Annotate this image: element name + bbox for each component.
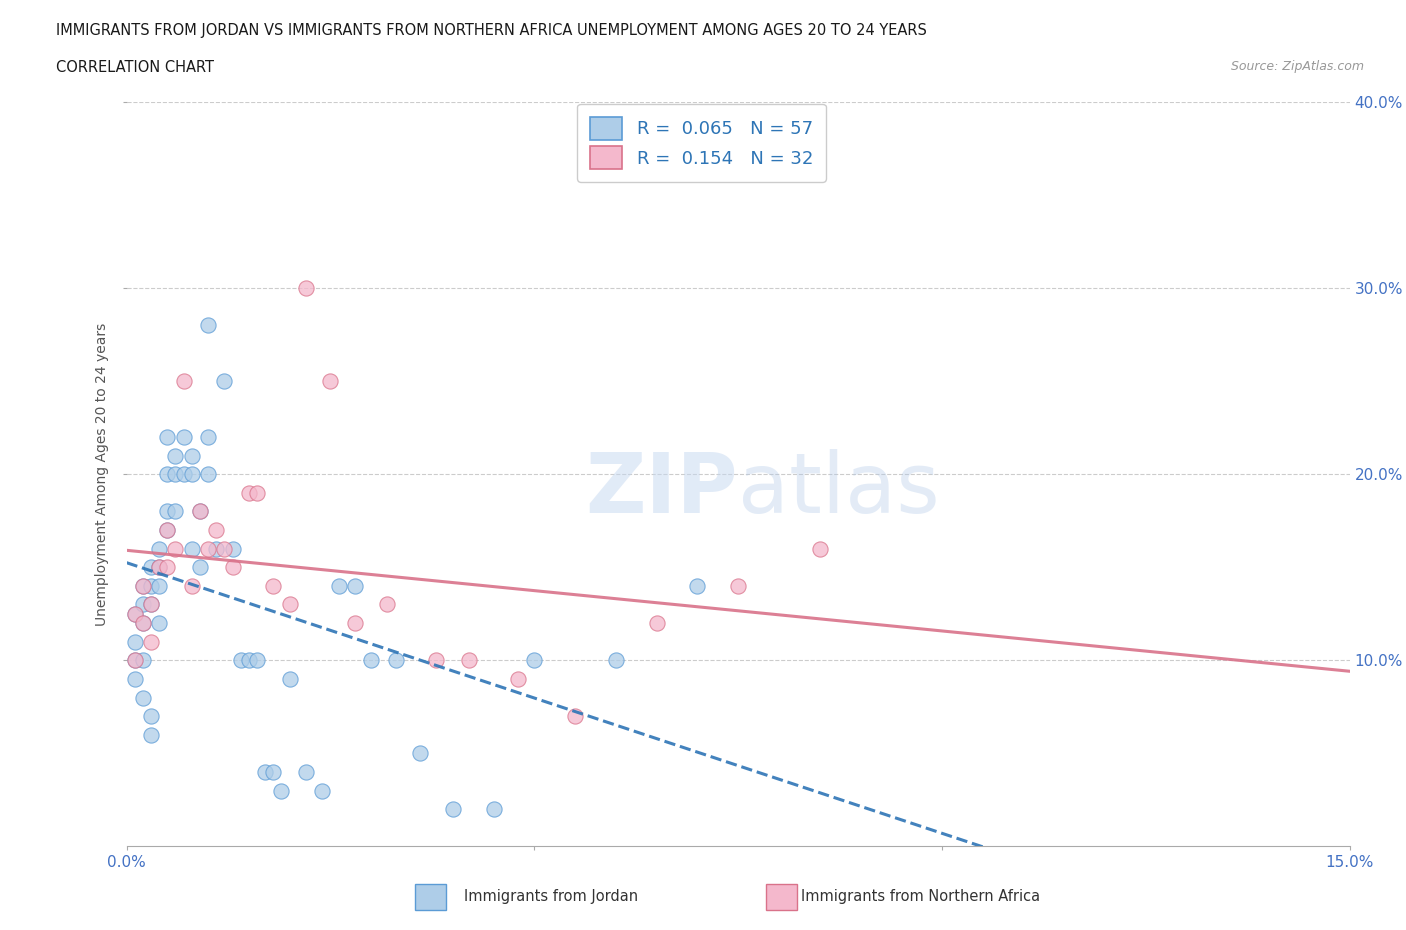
- Point: [605, 653, 627, 668]
- Point: [139, 634, 162, 649]
- Point: [165, 448, 187, 463]
- Point: [165, 467, 187, 482]
- Y-axis label: Unemployment Among Ages 20 to 24 years: Unemployment Among Ages 20 to 24 years: [96, 323, 110, 626]
- Point: [124, 653, 146, 668]
- Point: [132, 578, 155, 593]
- Point: [205, 541, 228, 556]
- Point: [377, 597, 399, 612]
- Point: [139, 727, 162, 742]
- Point: [180, 578, 202, 593]
- Point: [238, 653, 260, 668]
- Point: [205, 523, 228, 538]
- Point: [197, 430, 219, 445]
- Point: [156, 430, 179, 445]
- Point: [295, 281, 318, 296]
- Point: [409, 746, 432, 761]
- Point: [727, 578, 749, 593]
- Point: [229, 653, 252, 668]
- Text: Immigrants from Jordan: Immigrants from Jordan: [464, 889, 638, 904]
- Point: [384, 653, 406, 668]
- Point: [132, 578, 155, 593]
- Point: [180, 448, 202, 463]
- Point: [319, 374, 342, 389]
- Point: [139, 597, 162, 612]
- Point: [132, 690, 155, 705]
- Point: [139, 597, 162, 612]
- Point: [343, 578, 366, 593]
- Point: [523, 653, 546, 668]
- Point: [173, 374, 195, 389]
- Point: [246, 485, 269, 500]
- Point: [686, 578, 709, 593]
- Point: [132, 616, 155, 631]
- Point: [156, 523, 179, 538]
- Point: [156, 467, 179, 482]
- Point: [197, 318, 219, 333]
- Point: [238, 485, 260, 500]
- Point: [254, 764, 277, 779]
- Point: [188, 504, 211, 519]
- Point: [278, 671, 301, 686]
- Point: [180, 541, 202, 556]
- Point: [458, 653, 481, 668]
- Point: [425, 653, 447, 668]
- Point: [311, 783, 333, 798]
- Point: [506, 671, 529, 686]
- Point: [360, 653, 382, 668]
- Point: [148, 541, 170, 556]
- Legend: R =  0.065   N = 57, R =  0.154   N = 32: R = 0.065 N = 57, R = 0.154 N = 32: [576, 104, 825, 182]
- Point: [197, 541, 219, 556]
- Point: [165, 504, 187, 519]
- Point: [124, 634, 146, 649]
- Point: [124, 653, 146, 668]
- Text: Source: ZipAtlas.com: Source: ZipAtlas.com: [1230, 60, 1364, 73]
- Point: [645, 616, 668, 631]
- Point: [262, 578, 284, 593]
- Text: ZIP: ZIP: [586, 448, 738, 530]
- Point: [221, 541, 243, 556]
- Point: [246, 653, 269, 668]
- Point: [295, 764, 318, 779]
- Point: [180, 467, 202, 482]
- Point: [343, 616, 366, 631]
- Point: [148, 560, 170, 575]
- Point: [139, 709, 162, 724]
- Point: [214, 374, 236, 389]
- Point: [148, 616, 170, 631]
- Point: [156, 560, 179, 575]
- Point: [262, 764, 284, 779]
- Point: [173, 430, 195, 445]
- Point: [188, 504, 211, 519]
- Point: [124, 671, 146, 686]
- Point: [441, 802, 464, 817]
- Point: [197, 467, 219, 482]
- Point: [124, 606, 146, 621]
- Point: [132, 597, 155, 612]
- Point: [328, 578, 350, 593]
- Point: [139, 578, 162, 593]
- Point: [278, 597, 301, 612]
- Point: [173, 467, 195, 482]
- Text: atlas: atlas: [738, 448, 939, 530]
- Point: [148, 560, 170, 575]
- Point: [124, 606, 146, 621]
- Point: [139, 560, 162, 575]
- Point: [221, 560, 243, 575]
- Text: Immigrants from Northern Africa: Immigrants from Northern Africa: [801, 889, 1040, 904]
- Point: [156, 504, 179, 519]
- Point: [270, 783, 292, 798]
- Point: [564, 709, 586, 724]
- Text: CORRELATION CHART: CORRELATION CHART: [56, 60, 214, 75]
- Point: [148, 578, 170, 593]
- Text: IMMIGRANTS FROM JORDAN VS IMMIGRANTS FROM NORTHERN AFRICA UNEMPLOYMENT AMONG AGE: IMMIGRANTS FROM JORDAN VS IMMIGRANTS FRO…: [56, 23, 927, 38]
- Point: [132, 616, 155, 631]
- Point: [156, 523, 179, 538]
- Point: [482, 802, 505, 817]
- Point: [808, 541, 831, 556]
- Point: [188, 560, 211, 575]
- Point: [214, 541, 236, 556]
- Point: [132, 653, 155, 668]
- Point: [165, 541, 187, 556]
